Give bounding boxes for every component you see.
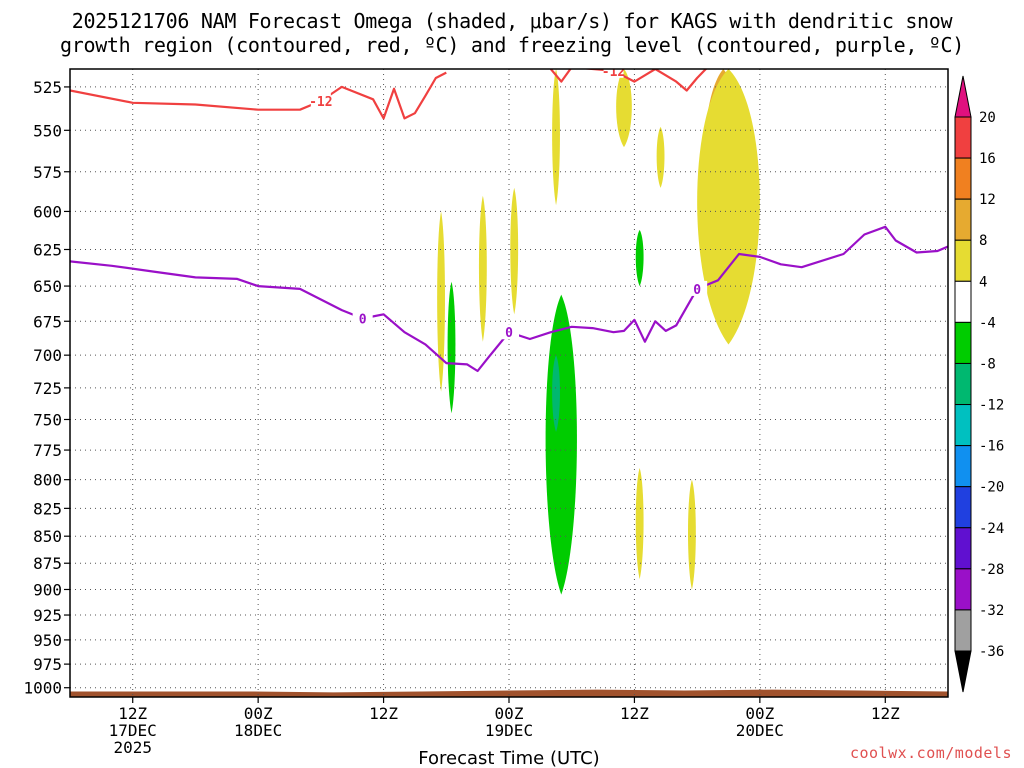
contour-label-1-0: -12 [602,65,625,80]
x-tick-label-6-2: 2025 [113,738,152,757]
y-tick-label-700: 700 [33,346,62,365]
omega-region-4 [510,187,519,315]
colorbar-label-11: -28 [979,562,1004,578]
colorbar-bin-9 [954,445,972,488]
colorbar-label-8: -16 [979,439,1004,455]
colorbar-label-5: -4 [979,315,996,331]
y-tick-label-850: 850 [33,527,62,546]
omega-region-9 [635,467,644,580]
x-tick-label-42-0: 00Z [495,704,524,723]
contour-2 [70,225,948,373]
omega-region-3 [552,69,560,206]
colorbar-bin-1 [954,116,972,159]
colorbar-label-13: -36 [979,644,1004,660]
contour-label-2-0: 0 [359,312,367,327]
colorbar-bottom-arrow [954,650,972,693]
contour-label-bg-1-0 [603,69,624,78]
colorbar-label-6: -8 [979,356,996,372]
y-tick-label-900: 900 [33,580,62,599]
y-tick-label-975: 975 [33,655,62,674]
y-tick-label-775: 775 [33,441,62,460]
colorbar-label-10: -24 [979,521,1004,537]
colorbar-label-0: 20 [979,110,996,126]
x-tick-label-66-1: 20DEC [736,721,784,740]
colorbar-label-2: 12 [979,192,996,208]
colorbar-label-12: -32 [979,603,1004,619]
x-tick-label-18-1: 18DEC [234,721,282,740]
y-tick-label-550: 550 [33,121,62,140]
y-tick-label-925: 925 [33,606,62,625]
y-tick-label-875: 875 [33,554,62,573]
colorbar: 20 16 12 8 4 -4 -8 -12 -16 -20 -24 -28 -32 -36 [954,75,1004,693]
omega-region-10 [447,281,456,414]
y-tick-label-825: 825 [33,499,62,518]
x-tick-label-6-0: 12Z [118,704,147,723]
contour-label-bg-2-0 [352,310,373,326]
plot-area: -12 -12 0 0 0 525 550 575 600 625 650 675 700 725 750 7… [23,65,949,757]
colorbar-label-4: 4 [979,274,987,290]
x-tick-label-30-0: 12Z [369,704,398,723]
y-tick-label-1000: 1000 [23,679,62,698]
y-tick-label-625: 625 [33,240,62,259]
colorbar-bin-10 [954,486,972,529]
contour-label-2-1: 0 [505,326,513,341]
plot-inner: -12 -12 0 0 0 [70,65,948,697]
colorbar-bin-7 [954,362,972,406]
contour-label-bg-0-0 [310,93,331,109]
x-tick-label-42-1: 19DEC [485,721,533,740]
colorbar-bin-12 [954,568,972,611]
contour-1 [549,69,708,92]
omega-region-5 [478,195,487,342]
omega-region-13 [552,355,560,432]
y-tick-label-725: 725 [33,379,62,398]
terrain-surface [70,689,948,697]
x-tick-label-66-0: 00Z [745,704,774,723]
omega-region-12 [545,294,577,595]
source-watermark: coolwx.com/models [849,744,1012,762]
contour-0 [70,71,447,120]
colorbar-bin-13 [954,609,972,652]
omega-region-1 [697,69,760,345]
colorbar-label-1: 16 [979,151,996,167]
colorbar-bin-3 [954,198,972,241]
colorbar-bin-6 [954,321,972,364]
omega-region-2 [616,69,632,148]
contour-label-0-0: -12 [309,95,332,110]
colorbar-label-3: 8 [979,233,987,249]
chart-title-line-2: growth region (contoured, red, ºC) and f… [59,33,965,57]
colorbar-label-9: -20 [979,480,1004,496]
x-tick-label-78-0: 12Z [871,704,900,723]
y-tick-label-675: 675 [33,312,62,331]
chart-title-line-1: 2025121706 NAM Forecast Omega (shaded, μ… [71,9,953,33]
contour-label-bg-2-1 [499,324,519,340]
y-tick-label-650: 650 [33,277,62,296]
colorbar-bin-8 [954,404,972,447]
colorbar-bin-4 [954,239,972,282]
y-tick-label-525: 525 [33,78,62,97]
y-tick-label-800: 800 [33,471,62,490]
omega-region-6 [437,211,445,392]
y-tick-label-600: 600 [33,202,62,221]
y-tick-label-950: 950 [33,631,62,650]
colorbar-top-arrow [954,75,972,118]
x-tick-label-54-0: 12Z [620,704,649,723]
x-tick-label-18-0: 00Z [244,704,273,723]
colorbar-bin-5 [954,280,972,323]
y-tick-label-575: 575 [33,163,62,182]
colorbar-label-7: -12 [979,398,1004,414]
colorbar-bin-2 [954,157,972,200]
omega-region-7 [656,126,665,188]
contour-label-bg-2-2 [687,280,708,296]
contour-label-2-2: 0 [693,283,701,298]
omega-region-8 [687,479,696,590]
plot-frame [69,68,949,698]
x-axis-label: Forecast Time (UTC) [418,748,599,768]
colorbar-bin-11 [954,527,972,570]
y-tick-label-750: 750 [33,410,62,429]
x-tick-label-6-1: 17DEC [109,721,157,740]
omega-region-11 [635,229,644,287]
